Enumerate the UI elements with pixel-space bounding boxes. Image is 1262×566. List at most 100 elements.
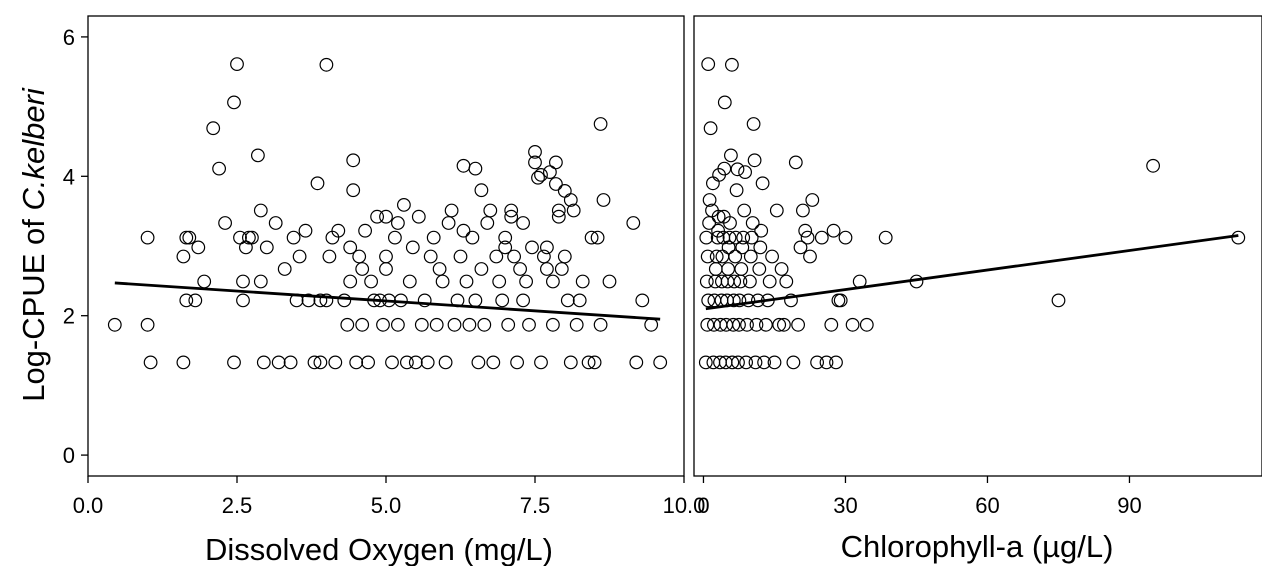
- data-point-chlorophyll-a: [745, 216, 760, 230]
- data-point-dissolved-oxygen: [379, 209, 393, 224]
- data-point-dissolved-oxygen: [465, 230, 480, 245]
- data-point-dissolved-oxygen: [191, 240, 206, 255]
- data-point-dissolved-oxygen: [236, 293, 250, 308]
- data-point-dissolved-oxygen: [361, 355, 376, 370]
- data-point-dissolved-oxygen: [551, 209, 566, 224]
- data-point-dissolved-oxygen: [435, 274, 450, 289]
- data-point-chlorophyll-a: [738, 165, 752, 180]
- y-axis-label-species: C.kelberi: [16, 87, 51, 210]
- data-point-chlorophyll-a: [767, 355, 782, 370]
- data-point-dissolved-oxygen: [337, 293, 352, 308]
- data-point-dissolved-oxygen: [522, 317, 536, 332]
- y-axis-label-prefix: Log-CPUE of: [16, 211, 51, 402]
- data-point-dissolved-oxygen: [596, 193, 611, 207]
- data-point-dissolved-oxygen: [498, 230, 513, 245]
- data-point-dissolved-oxygen: [379, 249, 393, 264]
- data-point-chlorophyll-a: [859, 317, 874, 332]
- data-point-dissolved-oxygen: [438, 355, 453, 370]
- data-point-chlorophyll-a: [845, 317, 860, 332]
- data-point-dissolved-oxygen: [376, 317, 390, 332]
- data-point-dissolved-oxygen: [525, 240, 539, 255]
- data-point-dissolved-oxygen: [319, 293, 334, 308]
- data-point-dissolved-oxygen: [474, 262, 489, 276]
- data-point-dissolved-oxygen: [566, 203, 581, 218]
- data-point-dissolved-oxygen: [230, 57, 244, 71]
- data-point-chlorophyll-a: [728, 230, 743, 245]
- data-point-chlorophyll-a: [744, 230, 759, 245]
- data-point-dissolved-oxygen: [549, 177, 563, 191]
- data-point-chlorophyll-a: [838, 230, 853, 245]
- data-point-chlorophyll-a: [754, 223, 769, 238]
- data-point-dissolved-oxygen: [420, 355, 435, 370]
- data-point-dissolved-oxygen: [534, 167, 548, 182]
- data-point-dissolved-oxygen: [364, 274, 379, 289]
- data-point-chlorophyll-a: [759, 317, 773, 332]
- data-point-dissolved-oxygen: [426, 230, 441, 245]
- data-point-dissolved-oxygen: [459, 274, 474, 289]
- data-point-dissolved-oxygen: [507, 249, 521, 264]
- data-point-dissolved-oxygen: [331, 223, 346, 238]
- data-point-chlorophyll-a: [700, 249, 715, 264]
- data-point-dissolved-oxygen: [292, 249, 307, 264]
- data-point-dissolved-oxygen: [540, 262, 554, 276]
- data-point-dissolved-oxygen: [551, 203, 566, 218]
- data-point-dissolved-oxygen: [504, 203, 519, 218]
- y-tick-label: 4: [63, 164, 75, 189]
- data-point-dissolved-oxygen: [182, 230, 197, 245]
- data-point-dissolved-oxygen: [444, 203, 459, 218]
- data-point-chlorophyll-a: [769, 203, 784, 218]
- data-point-dissolved-oxygen: [238, 240, 253, 255]
- x-tick-label-chlorophyll-a: 0: [697, 493, 709, 518]
- data-point-dissolved-oxygen: [391, 317, 405, 332]
- data-point-dissolved-oxygen: [635, 293, 650, 308]
- data-point-dissolved-oxygen: [546, 317, 560, 332]
- data-point-dissolved-oxygen: [534, 355, 548, 370]
- data-point-chlorophyll-a: [732, 317, 746, 332]
- data-point-dissolved-oxygen: [563, 193, 578, 207]
- data-point-chlorophyll-a: [805, 193, 820, 207]
- data-point-chlorophyll-a: [878, 230, 893, 245]
- data-point-chlorophyll-a: [723, 216, 737, 230]
- data-point-chlorophyll-a: [717, 95, 732, 110]
- data-point-dissolved-oxygen: [307, 355, 322, 370]
- data-point-dissolved-oxygen: [277, 262, 292, 276]
- data-point-chlorophyll-a: [749, 317, 764, 332]
- data-point-chlorophyll-a: [748, 355, 763, 370]
- data-point-dissolved-oxygen: [462, 317, 477, 332]
- data-point-chlorophyll-a: [793, 240, 808, 255]
- y-tick-label: 6: [63, 25, 75, 50]
- data-point-chlorophyll-a: [731, 355, 745, 370]
- data-point-dissolved-oxygen: [212, 161, 227, 176]
- data-point-chlorophyll-a: [800, 230, 815, 245]
- data-point-chlorophyll-a: [732, 293, 747, 308]
- data-point-chlorophyll-a: [788, 155, 803, 170]
- data-point-chlorophyll-a: [701, 57, 716, 71]
- data-point-chlorophyll-a: [708, 262, 723, 276]
- data-point-dissolved-oxygen: [587, 355, 602, 370]
- data-point-dissolved-oxygen: [540, 240, 554, 255]
- data-point-dissolved-oxygen: [268, 216, 283, 230]
- data-point-dissolved-oxygen: [602, 274, 617, 289]
- data-point-chlorophyll-a: [711, 223, 725, 238]
- y-tick-label: 2: [63, 304, 75, 329]
- data-point-dissolved-oxygen: [471, 355, 486, 370]
- data-point-dissolved-oxygen: [301, 293, 316, 308]
- data-point-dissolved-oxygen: [593, 117, 608, 131]
- data-point-chlorophyll-a: [762, 274, 777, 289]
- data-point-dissolved-oxygen: [397, 197, 411, 212]
- x-tick-label-dissolved-oxygen: 7.5: [520, 493, 551, 518]
- data-point-chlorophyll-a: [721, 262, 735, 276]
- data-point-chlorophyll-a: [1146, 158, 1160, 173]
- data-point-chlorophyll-a: [757, 355, 771, 370]
- data-point-dissolved-oxygen: [528, 155, 542, 170]
- data-point-dissolved-oxygen: [486, 355, 501, 370]
- data-point-dissolved-oxygen: [468, 161, 483, 176]
- data-point-dissolved-oxygen: [227, 355, 241, 370]
- data-point-dissolved-oxygen: [227, 95, 241, 110]
- data-point-dissolved-oxygen: [197, 274, 212, 289]
- data-point-chlorophyll-a: [703, 121, 718, 136]
- x-tick-label-chlorophyll-a: 30: [833, 493, 857, 518]
- data-point-dissolved-oxygen: [546, 274, 560, 289]
